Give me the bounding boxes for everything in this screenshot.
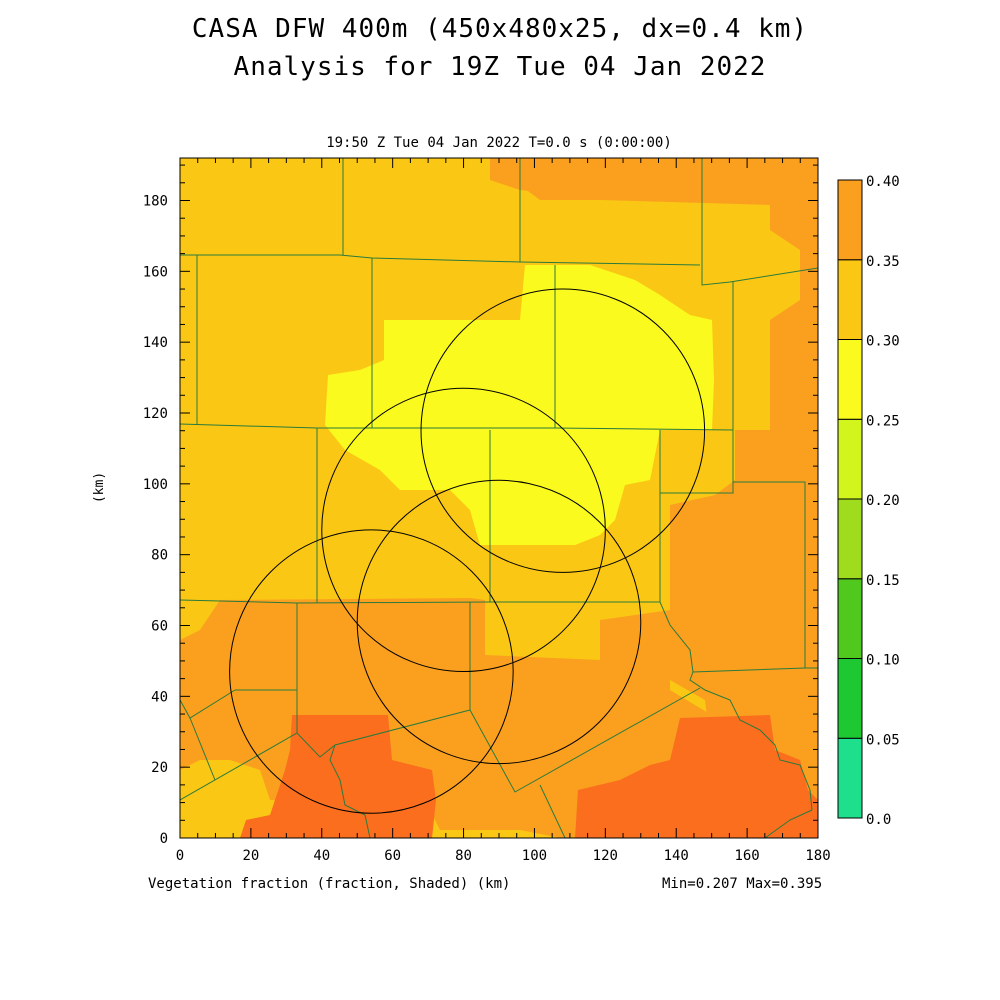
y-tick-label: 40 <box>151 689 168 705</box>
colorbar-label: 0.20 <box>866 493 900 509</box>
boundary-line <box>539 784 566 838</box>
range-ring <box>356 479 642 765</box>
colorbar-swatch <box>837 339 863 420</box>
x-tick-label: 20 <box>242 848 259 864</box>
title-line-1: CASA DFW 400m (450x480x25, dx=0.4 km) <box>191 14 809 44</box>
shaded-field <box>180 158 818 838</box>
y-tick-label: 0 <box>160 831 168 847</box>
x-tick-label: 40 <box>313 848 330 864</box>
colorbar-label: 0.30 <box>866 334 900 350</box>
field-red-southeast <box>575 715 818 838</box>
colorbar-label: 0.35 <box>866 254 900 270</box>
y-tick-label: 20 <box>151 760 168 776</box>
boundary-line <box>764 809 813 838</box>
x-tick-label: 140 <box>664 848 689 864</box>
boundary-line <box>659 601 818 673</box>
x-tick-label: 80 <box>455 848 472 864</box>
y-tick-label: 100 <box>143 477 168 493</box>
x-tick-label: 120 <box>593 848 618 864</box>
x-tick-label: 60 <box>384 848 401 864</box>
x-tick-label: 100 <box>522 848 547 864</box>
colorbar-label: 0.10 <box>866 653 900 669</box>
range-ring <box>420 288 706 573</box>
y-tick-label: 160 <box>143 264 168 280</box>
boundary-line <box>660 481 806 668</box>
colorbar-label: 0.40 <box>866 174 900 190</box>
colorbar-swatch <box>837 737 863 819</box>
boundary-line <box>180 599 660 604</box>
colorbar-swatch <box>837 578 863 659</box>
boundary-line <box>701 158 818 286</box>
colorbar-swatch <box>837 418 863 500</box>
colorbar-label: 0.0 <box>866 812 891 828</box>
boundary-line <box>189 717 216 781</box>
county-boundaries <box>180 158 818 838</box>
radar-range-rings <box>229 288 706 814</box>
colorbar-swatch <box>837 179 863 261</box>
colorbar-label: 0.25 <box>866 413 900 429</box>
title-line-2: Analysis for 19Z Tue 04 Jan 2022 <box>233 52 767 82</box>
field-orange-northeast <box>490 158 818 830</box>
y-tick-label: 180 <box>143 194 168 210</box>
boundary-line <box>180 423 734 431</box>
y-tick-label: 60 <box>151 619 168 635</box>
colorbar-label: 0.05 <box>866 732 900 748</box>
range-ring <box>321 387 606 673</box>
x-tick-label: 160 <box>734 848 759 864</box>
axes: 0 20 40 60 80 100 120 140 160 180 0 20 40 60 80 100 120 1… <box>143 158 831 864</box>
x-tick-label: 180 <box>805 848 830 864</box>
field-yellow-center <box>325 265 714 545</box>
range-ring <box>229 529 514 814</box>
boundary-line <box>689 671 813 811</box>
colorbar-label: 0.15 <box>866 573 900 589</box>
min-max-label: Min=0.207 Max=0.395 <box>662 876 823 892</box>
colorbar-swatch <box>837 658 863 739</box>
subtitle: 19:50 Z Tue 04 Jan 2022 T=0.0 s (0:00:00… <box>326 135 672 151</box>
x-axis-label: Vegetation fraction (fraction, Shaded) (… <box>148 876 511 892</box>
y-tick-label: 140 <box>143 335 168 351</box>
colorbar-swatch <box>837 259 863 340</box>
y-tick-label: 120 <box>143 406 168 422</box>
x-tick-label: 0 <box>176 848 184 864</box>
boundary-line <box>329 744 371 838</box>
colorbar: 0.0 0.05 0.10 0.15 0.20 0.25 0.30 0.35 0.40 <box>837 174 900 828</box>
y-tick-label: 80 <box>151 548 168 564</box>
colorbar-swatch <box>837 498 863 580</box>
field-orange-northeast-top <box>520 160 760 200</box>
